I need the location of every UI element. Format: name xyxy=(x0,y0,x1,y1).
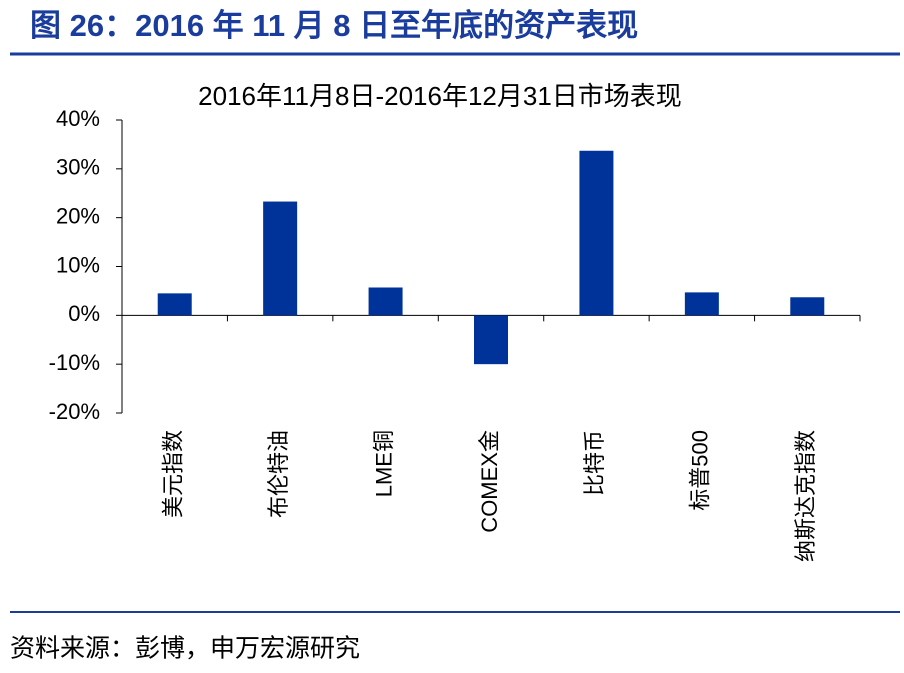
bar xyxy=(263,201,298,316)
source: 资料来源：彭博，申万宏源研究 xyxy=(10,635,360,663)
chart-title: 2016年11月8日-2016年12月31日市场表现 xyxy=(198,81,682,111)
bar xyxy=(368,287,403,316)
y-tick-label: 10% xyxy=(56,252,100,277)
x-tick-label: 比特币 xyxy=(582,430,607,496)
x-tick-label: 纳斯达克指数 xyxy=(793,430,818,562)
x-tick-label: 布伦特油 xyxy=(266,430,291,518)
x-tick-label: LME铜 xyxy=(371,430,396,497)
y-tick-label: 30% xyxy=(56,155,100,180)
header-title: 图 26：2016 年 11 月 8 日至年底的资产表现 xyxy=(30,8,638,43)
y-tick-label: 0% xyxy=(68,301,100,326)
x-tick-label: COMEX金 xyxy=(477,430,502,533)
bar xyxy=(474,315,508,365)
bar xyxy=(157,293,192,316)
y-tick-label: -10% xyxy=(49,350,100,375)
bar xyxy=(790,297,825,316)
bar xyxy=(579,150,614,316)
y-tick-label: -20% xyxy=(49,399,100,424)
y-tick-label: 20% xyxy=(56,203,100,228)
x-tick-label: 美元指数 xyxy=(161,430,186,518)
bar xyxy=(684,292,719,316)
x-tick-label: 标普500 xyxy=(688,430,713,511)
y-tick-label: 40% xyxy=(56,106,100,131)
